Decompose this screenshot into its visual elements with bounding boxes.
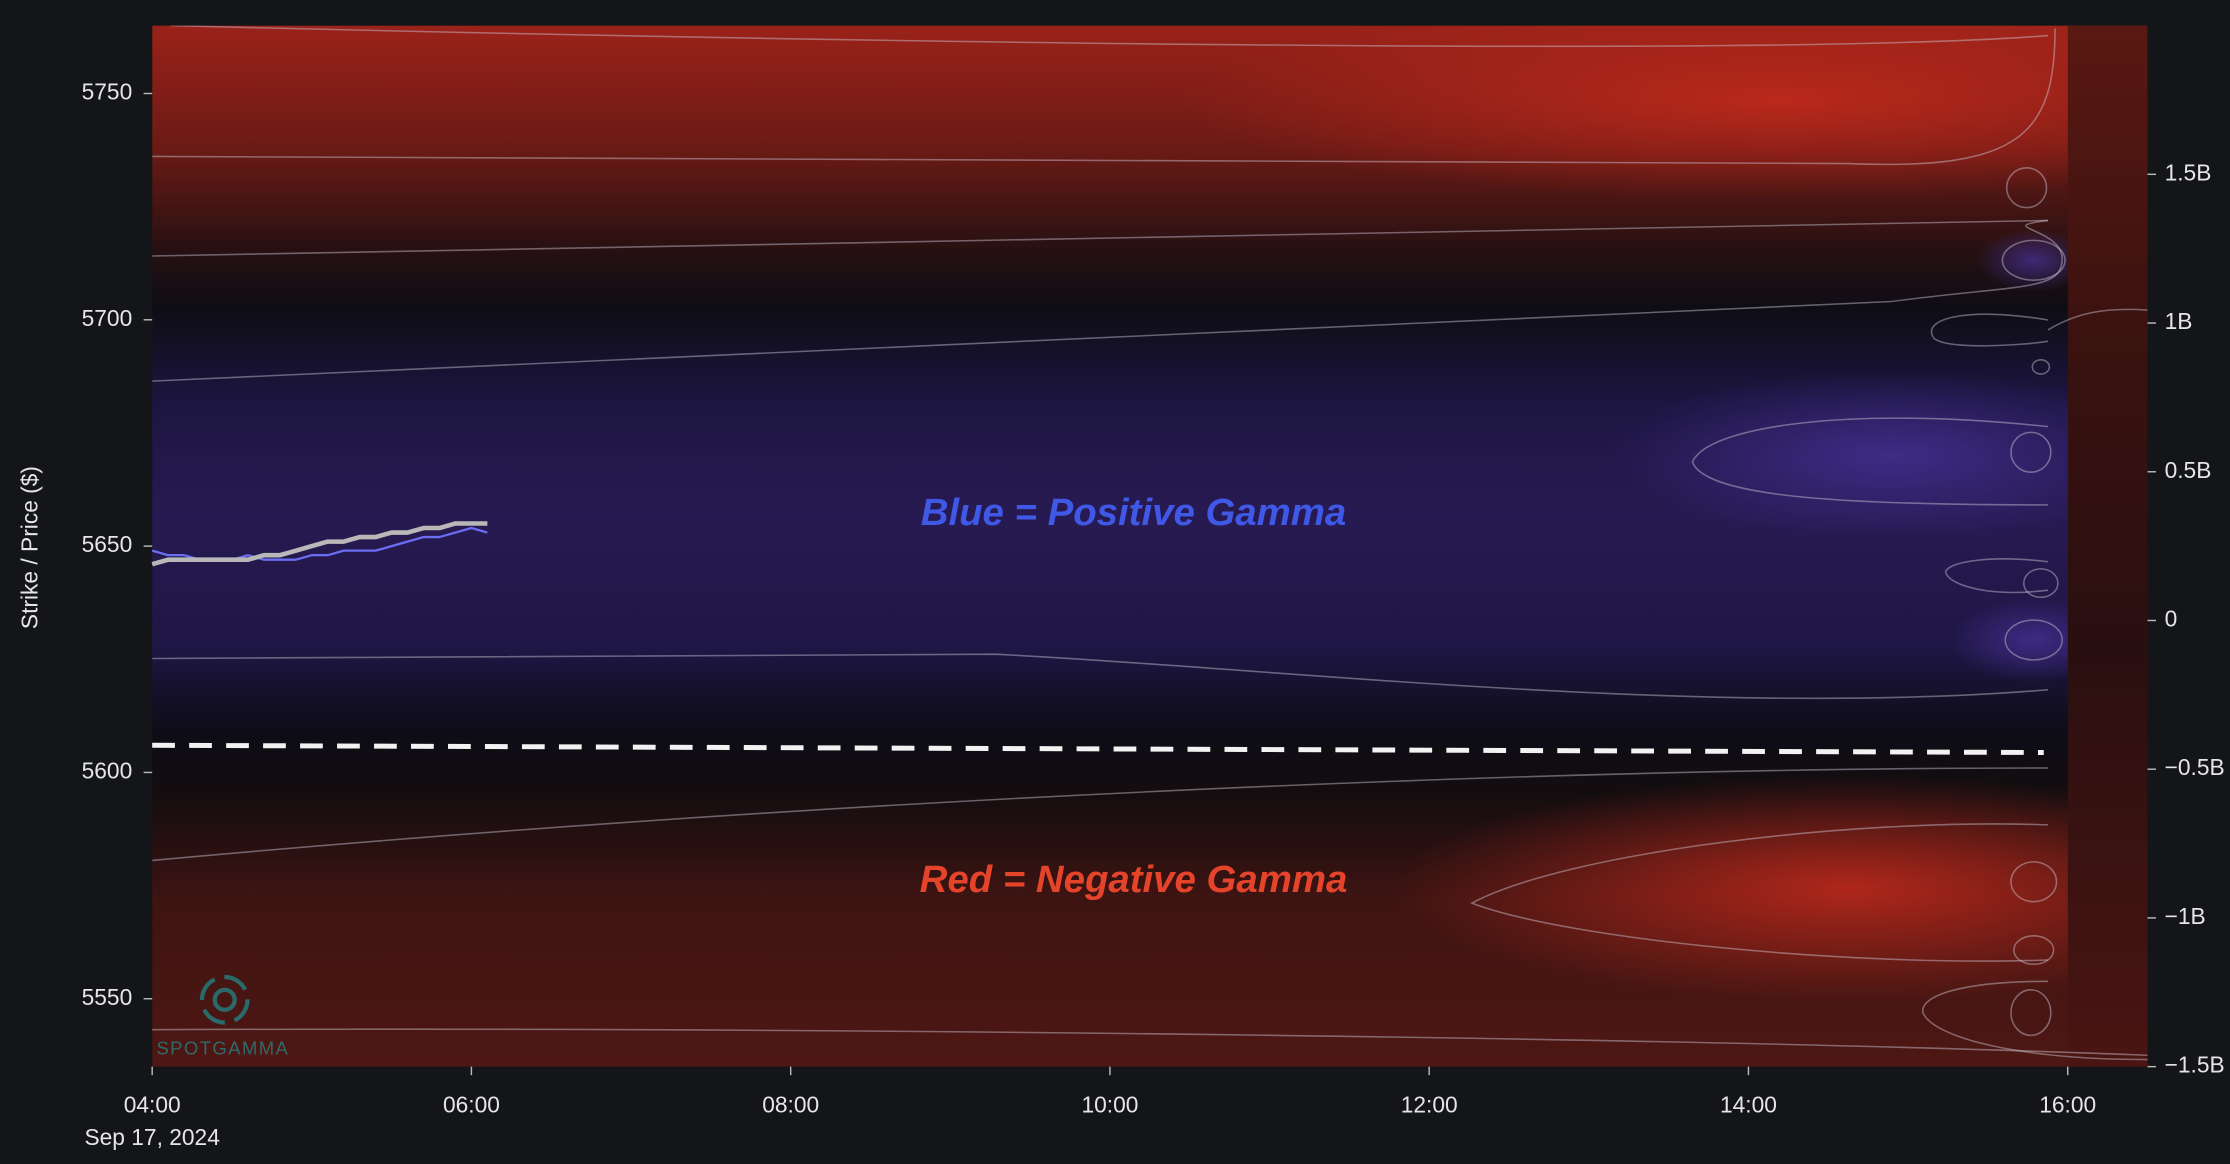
heat-spot bbox=[1976, 228, 2091, 292]
y-tick-label: 5750 bbox=[82, 79, 133, 105]
y2-tick-label: −0.5B bbox=[2165, 754, 2225, 780]
x-tick-label: 16:00 bbox=[2039, 1091, 2096, 1117]
colorbar bbox=[2067, 25, 2148, 1067]
price-line bbox=[151, 521, 488, 567]
heatmap bbox=[152, 25, 2148, 1067]
x-tick-label: 14:00 bbox=[1720, 1091, 1777, 1117]
y2-tick-label: 0.5B bbox=[2165, 457, 2212, 483]
x-tick-label: 08:00 bbox=[762, 1091, 819, 1117]
y2-tick-label: 0 bbox=[2165, 605, 2178, 631]
y-tick-label: 5550 bbox=[82, 984, 133, 1010]
x-tick-label: 06:00 bbox=[443, 1091, 500, 1117]
y-tick-label: 5600 bbox=[82, 757, 133, 783]
annotation: Red = Negative Gamma bbox=[920, 858, 1348, 901]
y2-tick-label: −1B bbox=[2165, 903, 2206, 929]
y-tick-label: 5650 bbox=[82, 531, 133, 557]
heat-spot bbox=[1607, 369, 2148, 541]
annotation: Blue = Positive Gamma bbox=[921, 491, 1347, 534]
x-tick-label: 12:00 bbox=[1401, 1091, 1458, 1117]
x-tick-label: 04:00 bbox=[124, 1091, 181, 1117]
chart-body: SPOTGAMMA Strike / Price ($) Sep 17, 202… bbox=[16, 25, 2225, 1150]
x-tick-label: 10:00 bbox=[1081, 1091, 1138, 1117]
reference-line bbox=[152, 742, 2044, 756]
y2-tick-label: 1.5B bbox=[2165, 159, 2212, 185]
watermark-logo bbox=[199, 974, 250, 1025]
heat-spot bbox=[1393, 775, 2148, 1003]
x-sublabel: Sep 17, 2024 bbox=[84, 1124, 219, 1150]
y2-tick-label: −1.5B bbox=[2165, 1052, 2225, 1078]
heat-spot bbox=[1180, 25, 2148, 200]
y2-tick-label: 1B bbox=[2165, 308, 2193, 334]
y-tick-label: 5700 bbox=[82, 305, 133, 331]
contours bbox=[152, 25, 2148, 1061]
y-axis-title: Strike / Price ($) bbox=[16, 466, 42, 629]
watermark: SPOTGAMMA bbox=[156, 1037, 289, 1058]
